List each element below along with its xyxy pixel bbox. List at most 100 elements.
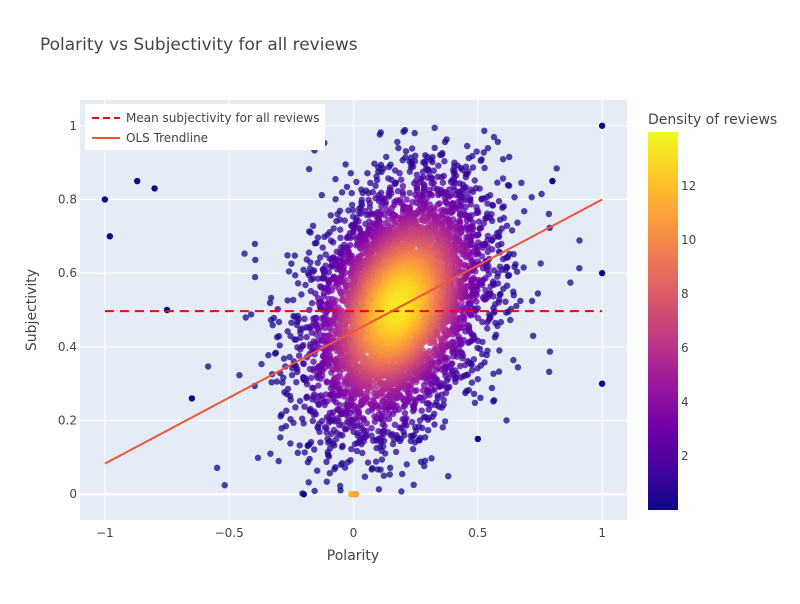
scatter-point bbox=[324, 398, 330, 404]
scatter-point bbox=[398, 177, 404, 183]
scatter-point bbox=[463, 174, 469, 180]
scatter-point bbox=[323, 425, 329, 431]
scatter-point bbox=[442, 418, 448, 424]
scatter-point bbox=[310, 359, 316, 365]
scatter-point bbox=[271, 315, 277, 321]
scatter-point bbox=[429, 159, 435, 165]
scatter-point bbox=[416, 394, 422, 400]
scatter-point bbox=[400, 157, 406, 163]
scatter-point bbox=[342, 161, 348, 167]
scatter-point bbox=[349, 190, 355, 196]
scatter-point bbox=[437, 152, 443, 158]
scatter-point bbox=[547, 348, 553, 354]
scatter-point bbox=[386, 164, 392, 170]
scatter-point bbox=[392, 422, 398, 428]
scatter-point bbox=[481, 165, 487, 171]
scatter-point bbox=[409, 145, 415, 151]
scatter-point bbox=[393, 449, 399, 455]
scatter-point bbox=[515, 364, 521, 370]
scatter-point bbox=[302, 449, 308, 455]
scatter-point bbox=[496, 368, 502, 374]
scatter-point bbox=[301, 316, 307, 322]
scatter-point bbox=[492, 320, 498, 326]
scatter-point bbox=[255, 455, 261, 461]
scatter-point bbox=[293, 379, 299, 385]
scatter-point bbox=[273, 350, 279, 356]
scatter-point bbox=[480, 295, 486, 301]
scatter-point bbox=[567, 279, 573, 285]
scatter-point bbox=[348, 170, 354, 176]
scatter-point bbox=[425, 427, 431, 433]
scatter-point bbox=[469, 379, 475, 385]
scatter-point bbox=[354, 448, 360, 454]
scatter-point bbox=[406, 190, 412, 196]
scatter-point bbox=[248, 311, 254, 317]
scatter-point bbox=[419, 408, 425, 414]
scatter-point bbox=[386, 193, 392, 199]
scatter-point bbox=[435, 192, 441, 198]
scatter-point bbox=[267, 451, 273, 457]
scatter-point bbox=[538, 260, 544, 266]
scatter-point bbox=[311, 408, 317, 414]
scatter-point bbox=[481, 149, 487, 155]
scatter-point bbox=[514, 220, 520, 226]
scatter-point bbox=[292, 404, 298, 410]
scatter-point bbox=[408, 433, 414, 439]
scatter-point bbox=[474, 345, 480, 351]
scatter-point bbox=[535, 290, 541, 296]
scatter-point bbox=[281, 355, 287, 361]
scatter-point bbox=[494, 179, 500, 185]
scatter-point bbox=[296, 353, 302, 359]
scatter-point bbox=[276, 458, 282, 464]
scatter-point bbox=[420, 387, 426, 393]
scatter-point bbox=[330, 239, 336, 245]
scatter-point bbox=[546, 369, 552, 375]
scatter-point bbox=[310, 223, 316, 229]
scatter-point bbox=[529, 194, 535, 200]
scatter-point bbox=[347, 242, 353, 248]
scatter-point bbox=[538, 191, 544, 197]
scatter-point bbox=[381, 473, 387, 479]
scatter-point bbox=[267, 300, 273, 306]
scatter-point bbox=[440, 424, 446, 430]
scatter-point bbox=[505, 273, 511, 279]
scatter-point bbox=[287, 440, 293, 446]
scatter-point bbox=[471, 391, 477, 397]
scatter-point bbox=[432, 145, 438, 151]
scatter-point bbox=[495, 242, 501, 248]
scatter-point bbox=[377, 131, 383, 137]
scatter-point bbox=[399, 471, 405, 477]
scatter-point bbox=[324, 479, 330, 485]
scatter-point bbox=[411, 482, 417, 488]
scatter-point bbox=[511, 194, 517, 200]
scatter-point bbox=[304, 334, 310, 340]
scatter-point bbox=[476, 218, 482, 224]
scatter-point bbox=[284, 252, 290, 258]
scatter-point bbox=[576, 237, 582, 243]
scatter-point bbox=[353, 179, 359, 185]
scatter-point bbox=[428, 455, 434, 461]
scatter-point bbox=[472, 400, 478, 406]
scatter-point bbox=[277, 342, 283, 348]
scatter-point bbox=[496, 347, 502, 353]
scatter-point bbox=[506, 154, 512, 160]
scatter-point bbox=[306, 456, 312, 462]
scatter-point bbox=[301, 404, 307, 410]
scatter-point bbox=[339, 460, 345, 466]
scatter-point bbox=[499, 205, 505, 211]
scatter-point bbox=[477, 395, 483, 401]
scatter-point bbox=[274, 378, 280, 384]
scatter-point bbox=[297, 335, 303, 341]
scatter-point bbox=[295, 280, 301, 286]
scatter-point bbox=[503, 417, 509, 423]
scatter-point bbox=[339, 189, 345, 195]
scatter-point bbox=[496, 198, 502, 204]
scatter-point bbox=[315, 260, 321, 266]
scatter-point bbox=[402, 410, 408, 416]
scatter-point bbox=[530, 333, 536, 339]
scatter-point bbox=[355, 218, 361, 224]
scatter-point bbox=[370, 189, 376, 195]
scatter-point bbox=[280, 375, 286, 381]
scatter-point bbox=[435, 163, 441, 169]
scatter-point bbox=[375, 428, 381, 434]
